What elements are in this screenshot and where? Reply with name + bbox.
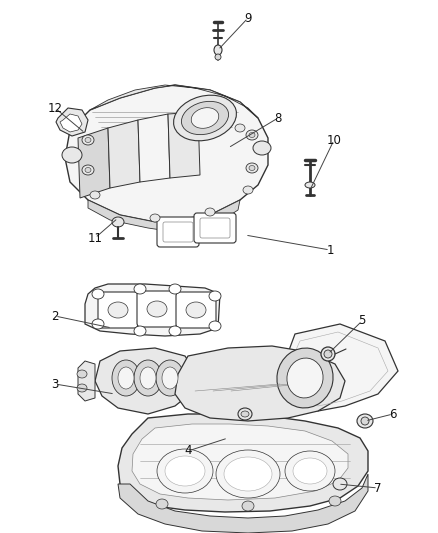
Text: 2: 2 [51, 310, 59, 322]
Ellipse shape [112, 217, 124, 227]
Polygon shape [65, 85, 268, 222]
Polygon shape [85, 284, 220, 336]
Ellipse shape [85, 167, 91, 173]
Polygon shape [56, 108, 88, 136]
Ellipse shape [214, 45, 222, 55]
Polygon shape [108, 120, 140, 188]
Polygon shape [175, 346, 345, 421]
Polygon shape [95, 348, 195, 414]
Ellipse shape [181, 101, 229, 135]
Ellipse shape [209, 321, 221, 331]
Ellipse shape [112, 360, 140, 396]
Ellipse shape [277, 348, 333, 408]
FancyBboxPatch shape [194, 213, 236, 243]
Text: 3: 3 [51, 377, 59, 391]
Ellipse shape [150, 214, 160, 222]
Text: 4: 4 [184, 445, 192, 457]
Ellipse shape [305, 182, 315, 188]
Ellipse shape [243, 186, 253, 194]
FancyBboxPatch shape [163, 222, 193, 242]
Ellipse shape [162, 367, 178, 389]
Polygon shape [78, 128, 110, 198]
Ellipse shape [77, 384, 87, 392]
Ellipse shape [285, 451, 335, 491]
Ellipse shape [85, 138, 91, 142]
Ellipse shape [333, 478, 347, 490]
Ellipse shape [169, 284, 181, 294]
Ellipse shape [321, 347, 335, 361]
Ellipse shape [82, 165, 94, 175]
Ellipse shape [118, 367, 134, 389]
Text: 1: 1 [326, 244, 334, 256]
Ellipse shape [249, 166, 255, 171]
Ellipse shape [224, 457, 272, 491]
Ellipse shape [92, 319, 104, 329]
Ellipse shape [169, 326, 181, 336]
Ellipse shape [246, 163, 258, 173]
Ellipse shape [357, 414, 373, 428]
Ellipse shape [361, 417, 369, 425]
Ellipse shape [215, 54, 221, 60]
Ellipse shape [156, 360, 184, 396]
Ellipse shape [147, 301, 167, 317]
Ellipse shape [209, 291, 221, 301]
Polygon shape [118, 414, 368, 512]
Polygon shape [60, 114, 82, 132]
Ellipse shape [82, 135, 94, 145]
Ellipse shape [191, 108, 219, 128]
Ellipse shape [249, 133, 255, 138]
Text: 10: 10 [327, 133, 342, 147]
Text: 9: 9 [244, 12, 252, 25]
FancyBboxPatch shape [176, 292, 216, 328]
Ellipse shape [293, 458, 327, 484]
FancyBboxPatch shape [137, 291, 177, 327]
Text: 8: 8 [274, 111, 282, 125]
Ellipse shape [186, 302, 206, 318]
Polygon shape [168, 112, 200, 178]
Ellipse shape [242, 501, 254, 511]
Ellipse shape [235, 124, 245, 132]
Ellipse shape [134, 284, 146, 294]
Ellipse shape [287, 358, 323, 398]
Ellipse shape [134, 360, 162, 396]
Ellipse shape [62, 147, 82, 163]
Ellipse shape [216, 450, 280, 498]
Ellipse shape [238, 408, 252, 420]
Text: 7: 7 [374, 481, 382, 495]
Ellipse shape [77, 370, 87, 378]
Ellipse shape [324, 350, 332, 358]
Polygon shape [90, 85, 258, 118]
Polygon shape [285, 324, 398, 411]
Polygon shape [78, 361, 95, 401]
Text: 12: 12 [47, 101, 63, 115]
Polygon shape [138, 114, 170, 182]
Text: 5: 5 [358, 314, 366, 327]
Ellipse shape [329, 496, 341, 506]
Ellipse shape [92, 289, 104, 299]
FancyBboxPatch shape [98, 292, 138, 328]
Ellipse shape [140, 367, 156, 389]
Polygon shape [132, 424, 348, 500]
FancyBboxPatch shape [157, 217, 199, 247]
Ellipse shape [134, 326, 146, 336]
Polygon shape [118, 474, 368, 533]
Text: 6: 6 [389, 408, 397, 421]
Ellipse shape [157, 449, 213, 493]
Ellipse shape [165, 456, 205, 486]
Ellipse shape [90, 191, 100, 199]
FancyBboxPatch shape [200, 218, 230, 238]
Ellipse shape [241, 411, 249, 417]
Ellipse shape [108, 302, 128, 318]
Ellipse shape [253, 141, 271, 155]
Polygon shape [88, 200, 240, 232]
Ellipse shape [173, 95, 237, 141]
Ellipse shape [246, 130, 258, 140]
Text: 11: 11 [88, 231, 102, 245]
Ellipse shape [205, 208, 215, 216]
Ellipse shape [156, 499, 168, 509]
